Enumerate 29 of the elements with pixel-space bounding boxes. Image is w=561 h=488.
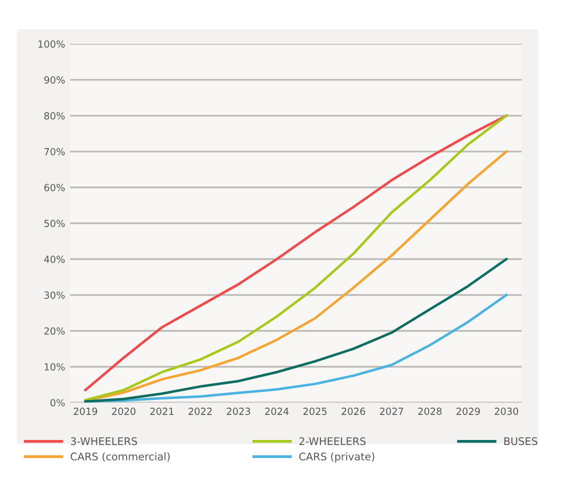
x-tick-label: 2021	[150, 408, 174, 415]
y-tick-label: 90%	[44, 76, 65, 84]
x-tick-label: 2023	[226, 408, 250, 415]
x-tick-label: 2029	[456, 408, 480, 415]
y-tick-label: 10%	[44, 363, 65, 371]
x-tick-label: 2022	[188, 408, 212, 415]
x-tick-label: 2020	[112, 408, 136, 415]
y-tick-label: 60%	[44, 184, 65, 192]
y-tick-label: 40%	[44, 256, 65, 263]
y-tick-label: 70%	[44, 148, 65, 156]
x-tick-label: 2027	[380, 408, 404, 415]
y-tick-label: 80%	[44, 112, 65, 120]
y-tick-label: 30%	[44, 291, 65, 299]
x-tick-label: 2028	[418, 408, 442, 415]
x-tick-label: 2024	[265, 408, 289, 415]
line-series	[84, 258, 508, 403]
legend-label: CARS (private)	[299, 452, 374, 462]
y-tick-label: 50%	[44, 220, 65, 228]
legend-label: 2-WHEELERS	[299, 437, 366, 446]
legend-label: CARS (commercial)	[70, 452, 170, 462]
x-tick-label: 2019	[74, 408, 98, 415]
y-tick-label: 20%	[44, 327, 65, 335]
x-tick-label: 2026	[342, 408, 366, 415]
x-tick-label: 2030	[494, 408, 518, 415]
legend-label: 3-WHEELERS	[70, 437, 138, 446]
x-tick-label: 2025	[303, 408, 327, 415]
y-tick-label: 100%	[38, 40, 65, 48]
legend-label: BUSES	[504, 437, 538, 446]
y-tick-label: 0%	[50, 399, 65, 406]
